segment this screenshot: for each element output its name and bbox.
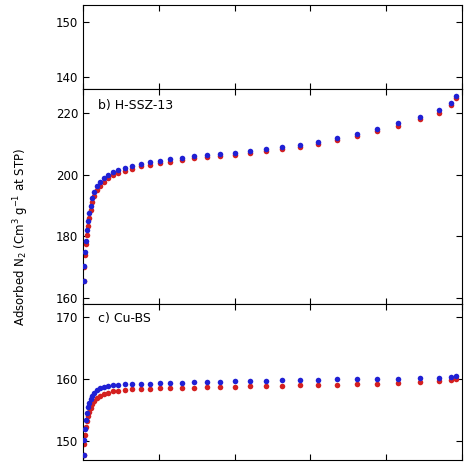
Text: c) Cu-BS: c) Cu-BS: [98, 312, 151, 325]
Text: Adsorbed N$_2$ (Cm$^3$ g$^{-1}$ at STP): Adsorbed N$_2$ (Cm$^3$ g$^{-1}$ at STP): [11, 148, 31, 326]
Text: b) H-SSZ-13: b) H-SSZ-13: [98, 100, 173, 112]
